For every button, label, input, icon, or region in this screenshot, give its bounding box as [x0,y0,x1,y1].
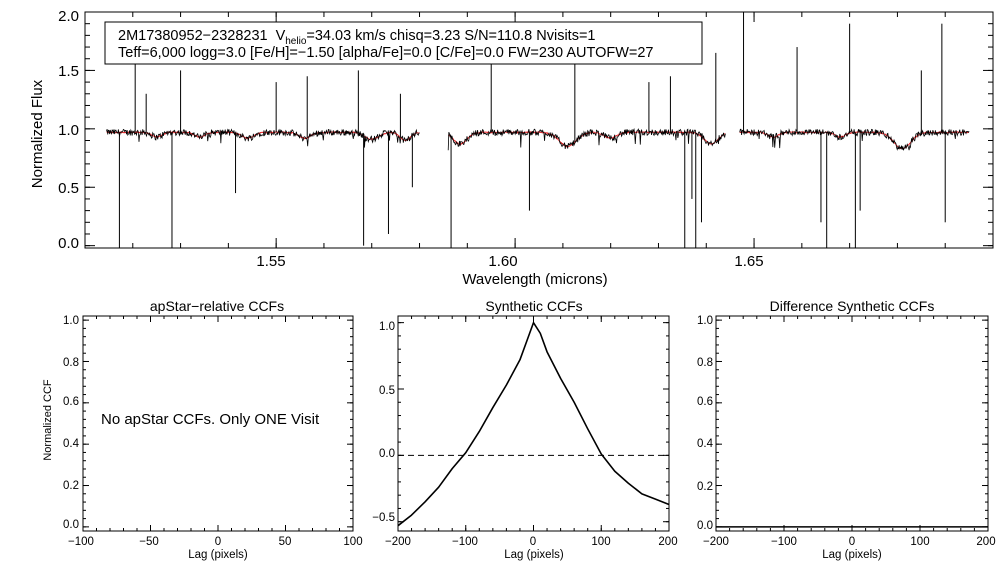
y-tick-label: 0.2 [697,481,713,493]
x-tick-label: 100 [343,536,362,548]
y-tick-label: 2.0 [58,8,79,25]
synthetic-ccf-title: Synthetic CCFs [485,298,582,314]
apstar-ccf-x-axis-label: Lag (pixels) [188,549,248,561]
apstar-ccf-y-axis-label: Normalized CCF [42,379,54,461]
y-tick-label: 0.8 [63,357,79,369]
y-tick-label: 0.0 [697,520,713,532]
x-tick-label: −100 [68,536,94,548]
y-tick-label: −0.5 [372,512,395,524]
model-spectrum-line [106,130,420,142]
synthetic-ccf-plot-area [397,321,670,527]
y-tick-label: 1.0 [379,321,395,333]
vhelio-symbol: V [276,28,286,44]
x-tick-label: 200 [976,536,995,548]
vhelio-subscript: helio [285,36,307,47]
y-tick-label: 0.8 [697,357,713,369]
y-tick-label: 0.2 [63,480,79,492]
synthetic-ccf-y-tick-labels: −0.5 0.0 0.5 1.0 [372,321,395,524]
y-tick-label: 0.0 [58,235,79,252]
x-tick-label: −100 [771,536,797,548]
spectrum-x-tick-labels: 1.55 1.60 1.65 [256,253,763,270]
y-tick-label: 0.5 [58,180,79,197]
apstar-ccf-title: apStar−relative CCFs [150,298,284,314]
info-line-1: 2M17380952−2328231 Vhelio=34.03 km/s chis… [118,28,595,47]
info-line-1-values: =34.03 km/s chisq=3.23 S/N=110.8 Nvisits… [306,28,595,44]
no-ccf-message: No apStar CCFs. Only ONE Visit [101,411,320,428]
star-id: 2M17380952−2328231 [118,28,268,44]
spectrum-chart: 0.0 0.5 1.0 1.5 2.0 1.55 1.60 1.65 Wavel… [29,8,994,288]
y-tick-label: 0.6 [63,396,79,408]
x-tick-label: 1.55 [256,253,285,270]
spectrum-axes-frame [84,11,994,249]
x-tick-label: 100 [910,536,929,548]
info-line-2: Teff=6,000 logg=3.0 [Fe/H]=−1.50 [alpha/… [118,45,653,61]
x-tick-label: −50 [139,536,159,548]
y-tick-label: 0.6 [697,396,713,408]
y-tick-label: 1.0 [697,315,713,327]
x-tick-label: 100 [591,536,610,548]
spectrum-y-tick-labels: 0.0 0.5 1.0 1.5 2.0 [58,8,79,252]
difference-ccf-x-axis-label: Lag (pixels) [822,549,882,561]
x-tick-label: 50 [279,536,292,548]
synthetic-ccf-ticks [397,316,670,531]
difference-ccf-title: Difference Synthetic CCFs [770,298,935,314]
x-tick-label: 1.60 [488,253,517,270]
observed-spectrum-line [447,128,726,151]
x-tick-label: 0 [215,536,221,548]
x-tick-label: −200 [703,536,729,548]
difference-ccf-axes-frame [715,315,989,532]
synthetic-ccf-line [397,321,670,527]
spectrum-x-axis-label: Wavelength (microns) [462,271,607,288]
spectrum-info-box: 2M17380952−2328231 Vhelio=34.03 km/s chis… [104,21,703,65]
y-tick-label: 0.4 [697,438,714,450]
info-box-frame [104,21,703,65]
observed-spectrum-line [739,128,970,151]
spectrum-y-axis-label: Normalized Flux [29,79,46,188]
difference-ccf-y-tick-labels: 0.0 0.2 0.4 0.6 0.8 1.0 [697,315,714,532]
x-tick-label: −200 [385,536,411,548]
difference-ccf-ticks [715,316,989,531]
apstar-ccf-y-tick-labels: 0.0 0.2 0.4 0.6 0.8 1.0 [63,315,80,531]
synthetic-ccf-chart: Synthetic CCFs −0.5 0.0 0.5 1.0 −200 −10… [372,298,677,561]
spectrum-ticks [84,11,993,248]
difference-ccf-x-tick-labels: −200 −100 0 100 200 [703,536,996,548]
y-tick-label: 1.0 [63,315,79,327]
x-tick-label: 200 [658,536,677,548]
x-tick-label: 1.65 [734,253,763,270]
x-tick-label: 0 [849,536,855,548]
y-tick-label: 0.5 [379,385,395,397]
x-tick-label: 0 [530,536,536,548]
apstar-ccf-chart: apStar−relative CCFs 0.0 0.2 0.4 0.6 0.8… [42,298,363,561]
observed-spectrum-line [106,128,420,148]
y-tick-label: 1.0 [58,122,79,139]
x-tick-label: −100 [452,536,478,548]
synthetic-ccf-axes-frame [397,315,670,532]
apstar-ccf-x-tick-labels: −100 −50 0 50 100 [68,536,363,548]
y-tick-label: 0.0 [379,448,395,460]
y-tick-label: 0.4 [63,438,80,450]
synthetic-ccf-x-axis-label: Lag (pixels) [504,549,564,561]
apstar-ccf-ticks [82,316,354,531]
difference-ccf-chart: Difference Synthetic CCFs 0.0 0.2 0.4 0.… [697,298,996,561]
y-tick-label: 0.0 [63,519,79,531]
y-tick-label: 1.5 [58,63,79,80]
synthetic-ccf-x-tick-labels: −200 −100 0 100 200 [385,536,678,548]
